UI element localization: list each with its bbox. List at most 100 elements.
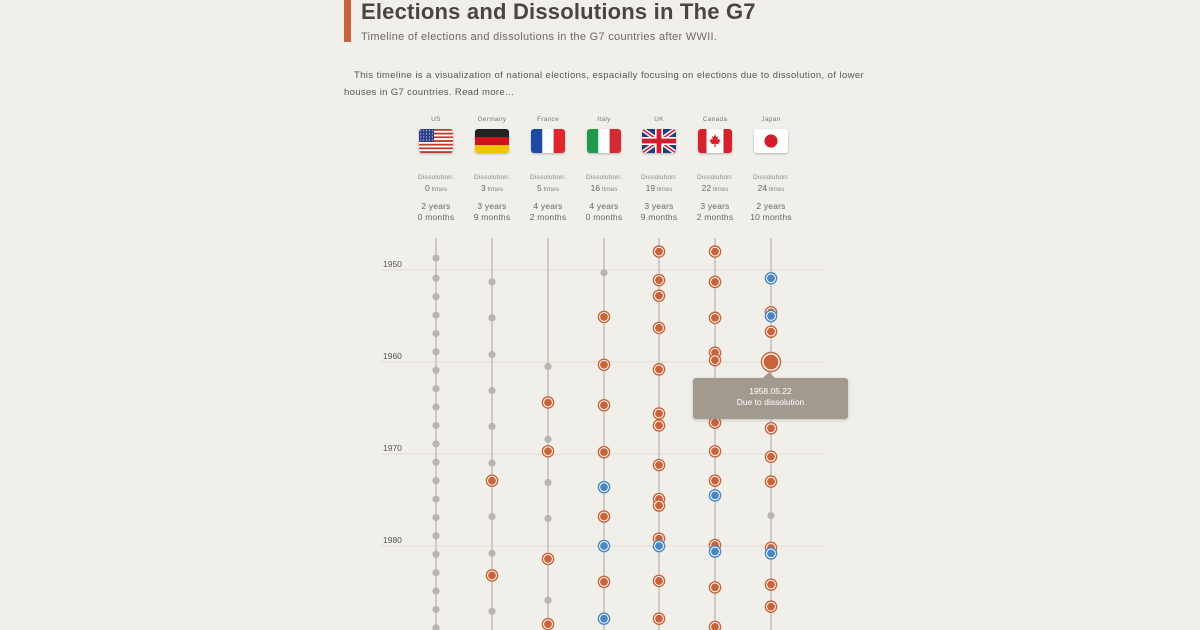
- average-interval: 3 years 2 months: [687, 201, 743, 223]
- election-point-us[interactable]: [432, 532, 440, 540]
- read-more-link[interactable]: Read more...: [454, 87, 514, 98]
- page-header: Elections and Dissolutions in The G7 Tim…: [344, 0, 756, 43]
- election-point-core: [600, 483, 608, 492]
- interval-months: 9 months: [640, 212, 678, 222]
- election-point-germany[interactable]: [488, 607, 496, 615]
- election-point-core: [767, 549, 775, 558]
- average-interval: 4 years 2 months: [520, 201, 576, 223]
- election-point-core: [600, 448, 608, 457]
- dissolution-count-number: 0: [424, 183, 430, 193]
- dissolution-count-unit: times: [601, 186, 618, 193]
- interval-months: 9 months: [473, 212, 511, 222]
- election-point-germany[interactable]: [488, 422, 496, 430]
- dissolution-count-unit: times: [431, 186, 448, 193]
- election-point-germany[interactable]: [488, 512, 496, 521]
- election-point-germany[interactable]: [488, 549, 496, 557]
- dissolution-count-number: 16: [590, 183, 601, 193]
- election-point-us[interactable]: [432, 421, 440, 430]
- dissolution-count-number: 19: [645, 183, 656, 193]
- interval-months: 0 months: [417, 212, 455, 222]
- country-name: France: [536, 116, 560, 123]
- interval-years: 3 years: [644, 201, 674, 211]
- election-point-core: [655, 501, 663, 510]
- election-point-germany[interactable]: [488, 278, 496, 286]
- dissolution-count-unit: times: [487, 186, 504, 193]
- dissolution-count-number: 24: [757, 183, 768, 193]
- election-point-us[interactable]: [432, 495, 440, 503]
- election-point-us[interactable]: [432, 293, 440, 301]
- election-point-germany[interactable]: [488, 459, 496, 467]
- dissolution-count: 0 times: [408, 183, 464, 193]
- election-point-germany[interactable]: [488, 386, 496, 395]
- page-title: Elections and Dissolutions in The G7: [361, 0, 756, 24]
- dissolution-label: Dissolution:: [753, 174, 789, 181]
- interval-years: 3 years: [477, 201, 507, 211]
- election-point-us[interactable]: [432, 550, 440, 558]
- election-point-core: [711, 247, 719, 256]
- election-point-us[interactable]: [432, 587, 440, 595]
- election-point-core: [767, 452, 775, 461]
- election-point-france[interactable]: [544, 478, 552, 487]
- election-point-germany[interactable]: [488, 351, 496, 359]
- election-point-us[interactable]: [432, 385, 440, 393]
- country-name: US: [431, 116, 441, 123]
- election-point-core: [488, 476, 496, 485]
- dissolution-count: 16 times: [576, 183, 632, 193]
- dissolution-label: Dissolution:: [530, 174, 566, 181]
- dissolution-label: Dissolution:: [418, 174, 454, 181]
- election-point-core: [711, 491, 719, 500]
- canada-flag-icon: [698, 129, 732, 153]
- country-column-germany: Germany Dissolution: 3 times 3 years 9 month…: [464, 116, 520, 223]
- election-point-us[interactable]: [432, 274, 440, 282]
- dissolution-count-unit: times: [712, 186, 729, 193]
- dissolution-count-unit: times: [656, 186, 673, 193]
- dissolution-count-number: 3: [480, 183, 486, 193]
- election-point-us[interactable]: [432, 254, 440, 262]
- election-point-us[interactable]: [432, 440, 440, 448]
- interval-months: 2 months: [529, 212, 567, 222]
- country-column-italy: Italy Dissolution: 16 times 4 years 0 months: [576, 116, 632, 223]
- dissolution-count: 22 times: [687, 183, 743, 193]
- election-point-france[interactable]: [544, 596, 552, 604]
- dissolution-count-number: 22: [701, 183, 712, 193]
- country-column-uk: UK Dissolution: 19 times 3 years 9 months: [631, 116, 687, 223]
- election-point-us[interactable]: [432, 477, 440, 485]
- dissolution-label: Dissolution:: [641, 174, 677, 181]
- country-column-canada: Canada Dissolution: 22 times 3 years 2 month…: [687, 116, 743, 223]
- election-point-core: [711, 313, 719, 322]
- interval-months: 2 months: [696, 212, 734, 222]
- election-point-us[interactable]: [432, 458, 440, 466]
- election-point-us[interactable]: [432, 329, 440, 338]
- election-point-core: [655, 461, 663, 469]
- election-point-italy[interactable]: [600, 269, 608, 277]
- election-point-us[interactable]: [432, 624, 440, 630]
- interval-years: 4 years: [589, 201, 619, 211]
- election-point-france[interactable]: [544, 363, 552, 371]
- country-column-japan: Japan Dissolution: 24 times 2 years 10 month…: [743, 116, 799, 223]
- year-label-1970: 1970: [383, 443, 402, 453]
- election-point-core: [655, 577, 663, 585]
- election-point-us[interactable]: [432, 569, 440, 577]
- dissolution-label: Dissolution:: [697, 174, 733, 181]
- japan-flag-icon: [754, 129, 788, 153]
- election-point-france[interactable]: [544, 435, 552, 443]
- election-point-us[interactable]: [432, 348, 440, 356]
- election-point-core: [655, 291, 663, 300]
- election-point-us[interactable]: [432, 366, 440, 374]
- election-point-us[interactable]: [432, 513, 440, 522]
- election-point-us[interactable]: [432, 403, 440, 411]
- election-point-core: [711, 356, 719, 365]
- election-point-france[interactable]: [544, 514, 552, 523]
- election-point-germany[interactable]: [488, 314, 496, 322]
- election-point-core: [711, 447, 719, 456]
- germany-flag-icon: [475, 129, 509, 153]
- average-interval: 2 years 10 months: [743, 201, 799, 223]
- election-point-core: [711, 418, 719, 427]
- election-point-core: [711, 583, 719, 592]
- italy-flag-icon: [587, 129, 621, 153]
- election-point-us[interactable]: [432, 311, 440, 319]
- election-point-core: [655, 247, 663, 256]
- election-point-us[interactable]: [432, 605, 440, 614]
- election-point-japan[interactable]: [767, 512, 775, 520]
- dissolution-count-unit: times: [543, 186, 560, 193]
